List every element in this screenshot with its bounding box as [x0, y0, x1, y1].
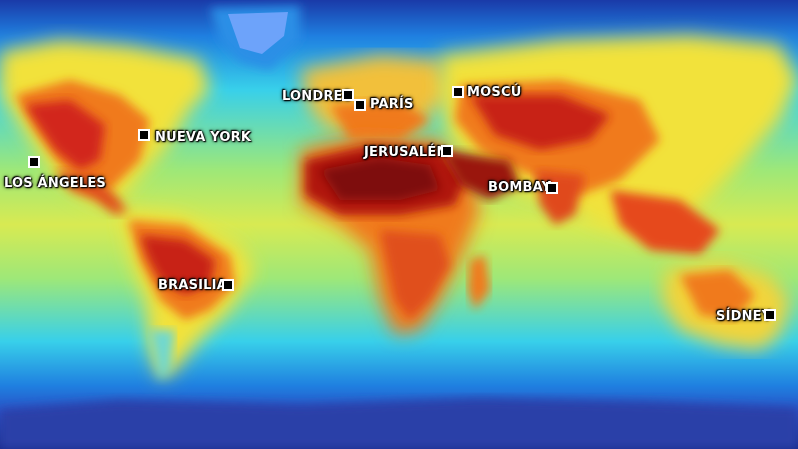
north-america: [0, 40, 210, 215]
city-marker-icon: [452, 86, 464, 98]
city-marker-icon: [342, 89, 354, 101]
city-label: PARÍS: [370, 97, 414, 112]
city-marker-icon: [546, 182, 558, 194]
city-marker-icon: [764, 309, 776, 321]
australia: [662, 260, 790, 350]
city-marker-icon: [441, 145, 453, 157]
city-marker-icon: [354, 99, 366, 111]
south-america: [120, 210, 255, 380]
europe: [300, 55, 450, 140]
city-marker-icon: [138, 129, 150, 141]
city-label: LONDRES: [282, 89, 353, 104]
africa: [300, 135, 490, 335]
city-label: BRASILIA: [158, 278, 227, 293]
city-label: MOSCÚ: [467, 85, 522, 100]
city-label: NUEVA YORK: [155, 130, 252, 145]
city-marker-icon: [222, 279, 234, 291]
city-label: LOS ÁNGELES: [4, 176, 106, 191]
asia: [440, 35, 798, 255]
city-marker-icon: [28, 156, 40, 168]
city-label: BOMBAY: [488, 180, 552, 195]
city-label: JERUSALÉN: [364, 145, 448, 160]
greenland: [210, 6, 300, 70]
city-label: SÍDNEY: [716, 309, 772, 324]
antarctica: [0, 398, 798, 449]
